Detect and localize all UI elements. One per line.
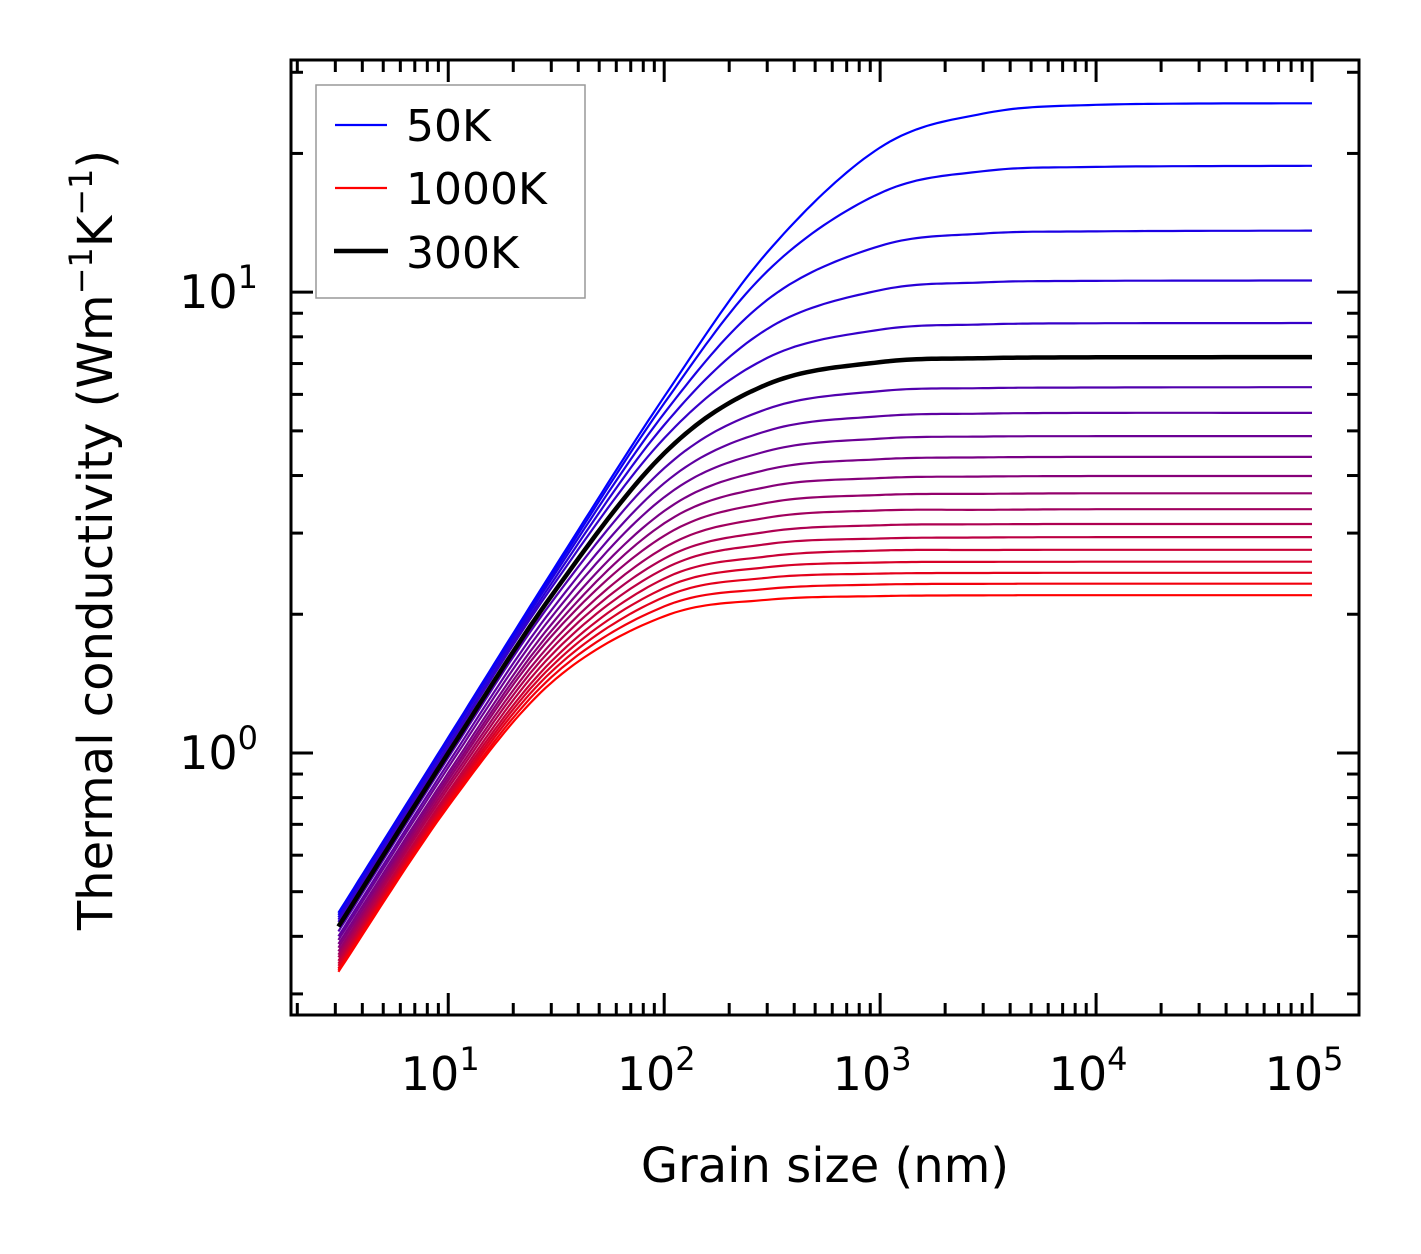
series-lines [336,102,1312,973]
legend-label-1000k: 1000K [406,164,548,215]
series-line-250k [337,321,1312,923]
series-line-200k [337,279,1312,921]
y-axis-label: Thermal conductivity (Wm−1K−1) [62,150,124,931]
series-line-750k [337,536,1312,962]
series-line-700k [337,522,1312,958]
x-tick-label: 101 [401,1040,480,1101]
y-tick-label: 100 [179,719,258,780]
y-axis-label-part: ) [68,150,124,169]
legend: 50K 1000K 300K [315,84,586,299]
series-line-150k [337,229,1312,918]
legend-label-50k: 50K [406,101,492,152]
series-line-550k [337,474,1312,949]
legend-box [315,84,586,299]
series-line-650k [337,508,1312,956]
series-line-600k [337,492,1312,952]
y-tick-label: 101 [179,258,258,319]
x-tick-labels: 101 102 103 104 105 [401,1040,1344,1101]
y-tick-labels: 100 101 [179,258,258,780]
x-tick-label: 103 [833,1040,912,1101]
axis-ticks [291,60,1359,1015]
series-line-500k [337,455,1312,945]
series-line-400k [337,411,1312,937]
series-line-300k [336,354,1312,928]
series-line-900k [337,571,1312,969]
x-tick-label: 102 [617,1040,696,1101]
series-line-100k [337,164,1312,916]
y-axis-label-sup: −1 [62,169,100,216]
y-axis-label-sup: −1 [62,247,100,294]
y-axis-label-part: Thermal conductivity (Wm [68,294,124,931]
series-line-50k [337,102,1312,914]
series-line-800k [337,548,1312,965]
series-line-850k [337,560,1312,967]
series-line-350k [337,386,1312,932]
x-tick-label: 104 [1049,1040,1128,1101]
x-axis-label: Grain size (nm) [641,1138,1009,1194]
x-tick-label: 105 [1265,1040,1344,1101]
series-line-950k [337,582,1312,971]
y-axis-label-part: K [68,214,124,247]
series-line-1000k [337,594,1312,973]
legend-label-300k: 300K [406,228,520,279]
plot-frame [289,58,1361,1017]
series-line-450k [337,435,1312,941]
